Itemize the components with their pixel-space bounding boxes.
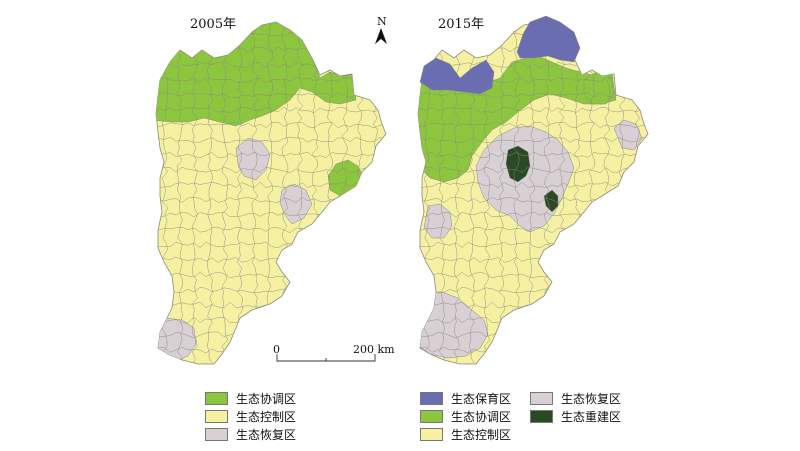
legend-label: 生态重建区 bbox=[561, 410, 622, 424]
zone-conservation-northwest-2015 bbox=[419, 57, 495, 95]
county-boundary-line bbox=[207, 22, 214, 364]
county-boundary-line bbox=[156, 166, 386, 174]
zone-conservation-north-2015 bbox=[516, 15, 581, 63]
county-boundary-line bbox=[156, 77, 386, 84]
legend-label: 生态控制区 bbox=[451, 428, 512, 442]
map-2015 bbox=[409, 10, 655, 376]
legend-item: 生态保育区 bbox=[420, 391, 511, 406]
legend-swatch bbox=[205, 392, 228, 405]
legend-label: 生态协调区 bbox=[451, 410, 512, 424]
legend-swatch bbox=[205, 410, 228, 423]
county-boundary-line bbox=[418, 92, 648, 99]
county-boundary-line bbox=[409, 10, 415, 376]
map-title-2015: 2015年 bbox=[438, 17, 485, 32]
county-boundary-line bbox=[418, 181, 648, 189]
legend-item: 生态协调区 bbox=[420, 409, 511, 424]
county-boundary-line bbox=[418, 106, 648, 114]
legend-2015-column-2: 生态恢复区 生态重建区 bbox=[530, 391, 621, 427]
county-boundary-line bbox=[418, 361, 648, 364]
legend-item: 生态恢复区 bbox=[530, 391, 621, 406]
scale-end-label: 200 km bbox=[353, 343, 395, 356]
county-boundary-line bbox=[498, 22, 506, 364]
county-boundary-line bbox=[156, 22, 386, 24]
county-boundary-line bbox=[156, 361, 386, 364]
county-boundary-line bbox=[356, 22, 364, 364]
legend-item: 生态控制区 bbox=[205, 409, 296, 424]
scale-bar bbox=[276, 354, 376, 362]
county-boundary-line bbox=[147, 10, 153, 376]
legend-label: 生态恢复区 bbox=[561, 392, 622, 406]
zone-restoration-tianjin-2005 bbox=[279, 183, 313, 225]
county-boundary-line bbox=[453, 22, 461, 364]
county-boundary-line bbox=[649, 10, 655, 376]
county-boundary-line bbox=[221, 22, 229, 364]
county-boundary-line bbox=[618, 22, 626, 364]
county-boundary-line bbox=[176, 22, 184, 364]
county-boundary-line bbox=[156, 121, 386, 129]
legend-2015-column-1: 生态保育区 生态协调区 生态控制区 bbox=[420, 391, 511, 445]
county-boundary-line bbox=[156, 106, 386, 114]
county-boundary-line bbox=[156, 181, 386, 189]
county-boundary-line bbox=[387, 10, 393, 376]
zone-reconstruction-tianjin-2015 bbox=[543, 189, 559, 213]
legend-label: 生态协调区 bbox=[236, 392, 297, 406]
county-boundary-line bbox=[156, 136, 386, 144]
map-title-2005: 2005年 bbox=[190, 17, 237, 32]
legend-swatch bbox=[420, 428, 443, 441]
legend-item: 生态协调区 bbox=[205, 391, 296, 406]
legend-swatch bbox=[420, 392, 443, 405]
zone-reconstruction-beijing-2015 bbox=[505, 145, 531, 183]
county-boundary-line bbox=[418, 121, 648, 129]
legend-2005: 生态协调区 生态控制区 生态恢复区 bbox=[205, 391, 296, 445]
county-boundary-line bbox=[418, 22, 648, 24]
legend-swatch bbox=[530, 410, 553, 423]
scale-start-label: 0 bbox=[273, 343, 280, 356]
county-boundary-line bbox=[156, 92, 386, 99]
legend-swatch bbox=[205, 428, 228, 441]
legend-swatch bbox=[530, 392, 553, 405]
legend-item: 生态恢复区 bbox=[205, 427, 296, 442]
county-boundary-line bbox=[418, 151, 648, 159]
map-2005 bbox=[147, 10, 393, 376]
county-boundary-line bbox=[633, 22, 641, 364]
legend-item: 生态重建区 bbox=[530, 409, 621, 424]
county-boundary-line bbox=[418, 166, 648, 174]
legend-label: 生态保育区 bbox=[451, 392, 512, 406]
county-boundary-line bbox=[191, 22, 199, 364]
zone-coordination-north-2005 bbox=[156, 22, 357, 127]
legend-label: 生态恢复区 bbox=[236, 428, 297, 442]
north-arrow-label: N bbox=[377, 15, 387, 28]
county-boundary-line bbox=[371, 22, 379, 364]
county-boundary-line bbox=[236, 22, 244, 364]
county-boundary-line bbox=[156, 151, 386, 159]
legend-label: 生态控制区 bbox=[236, 410, 297, 424]
county-boundary-line bbox=[418, 136, 648, 144]
legend-item: 生态控制区 bbox=[420, 427, 511, 442]
north-arrow-icon bbox=[375, 28, 387, 44]
legend-swatch bbox=[420, 410, 443, 423]
